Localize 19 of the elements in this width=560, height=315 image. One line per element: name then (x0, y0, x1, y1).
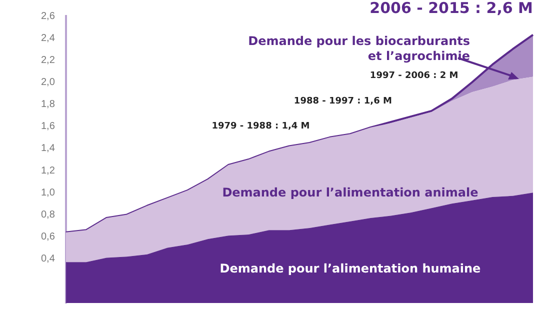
y-tick-label: 1,2 (40, 165, 56, 176)
series-label: Demande pour l’alimentation humaine (220, 262, 481, 276)
annotation: 1979 - 1988 : 1,4 M (212, 122, 310, 132)
y-tick-label: 0,6 (40, 232, 56, 243)
y-tick-label: 2,0 (40, 76, 56, 88)
series-label: Demande pour l’alimentation animale (222, 186, 478, 200)
y-tick-label: 2,2 (40, 54, 56, 66)
y-tick-label: 1,8 (40, 99, 56, 110)
annotation: 2006 - 2015 : 2,6 M (370, 0, 533, 17)
annotation: 1988 - 1997 : 1,6 M (294, 96, 392, 106)
series-label: Demande pour les biocarburants et l’agrochimie (248, 34, 470, 64)
y-tick-label: 1,0 (40, 187, 56, 198)
y-tick-label: 2,6 (40, 10, 56, 22)
y-tick-label: 2,4 (40, 32, 56, 44)
y-tick-label: 1,6 (40, 121, 56, 132)
y-tick-label: 1,4 (40, 143, 56, 154)
y-tick-label: 0,4 (40, 254, 56, 265)
annotation: 1997 - 2006 : 2 M (370, 70, 458, 81)
y-tick-label: 0,8 (40, 209, 56, 220)
